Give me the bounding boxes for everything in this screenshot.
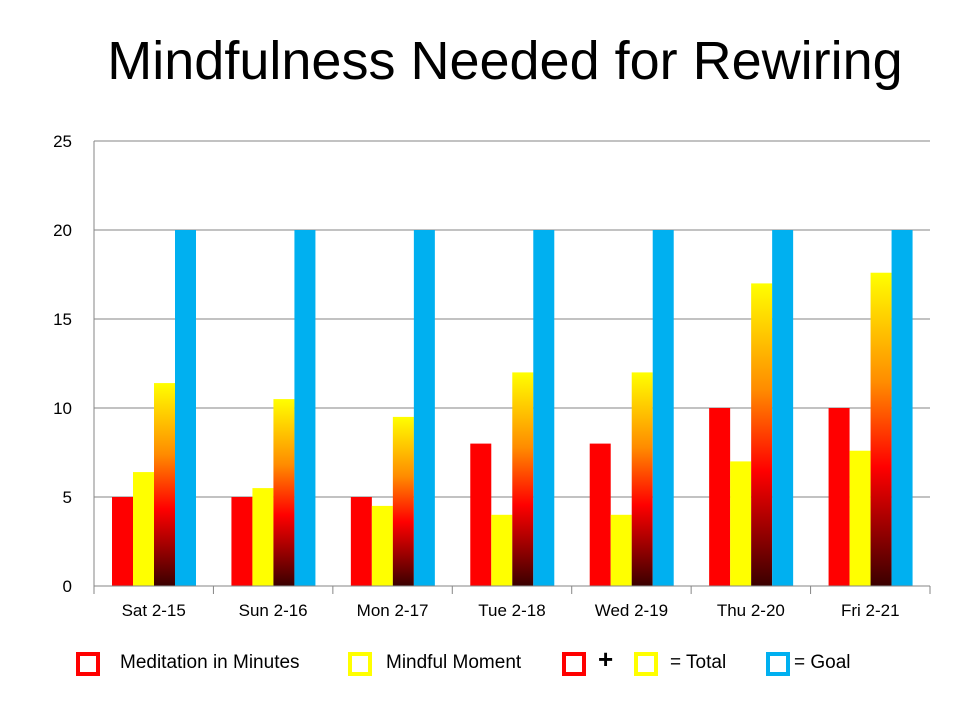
bar-mindful-moment [491,514,513,586]
y-tick-label: 25 [53,132,72,151]
bar-goal [652,230,674,586]
bar-mindful-moment [610,514,632,586]
bar-total [512,372,534,586]
x-tick-label: Wed 2-19 [595,601,668,620]
bar-goal [533,230,555,586]
bar-goal [891,230,913,586]
bar-meditation [112,497,133,586]
bar-meditation [828,408,850,586]
legend-label-mindful: Mindful Moment [386,652,522,673]
x-tick-label: Tue 2-18 [478,601,545,620]
x-tick-label: Sun 2-16 [239,601,308,620]
bar-meditation [589,443,611,586]
chart-title: Mindfulness Needed for Rewiring [107,31,903,91]
bar-meditation [709,408,731,586]
bar-goal [294,230,316,586]
x-tick-label: Fri 2-21 [841,601,900,620]
bar-mindful-moment [371,505,393,586]
legend-label-goal: = Goal [794,652,851,673]
bar-total [751,283,773,586]
legend: Meditation in Minutes Mindful Moment + =… [72,644,952,684]
legend-swatch-yellow [348,652,372,676]
legend-swatch-red-total [562,652,586,676]
bar-meditation [231,497,253,586]
y-tick-label: 20 [53,221,72,240]
bar-total [392,416,414,586]
legend-swatch-red [76,652,100,676]
legend-plus-sign: + [598,644,614,674]
y-tick-label: 10 [53,399,72,418]
bar-goal [175,230,196,586]
legend-swatch-blue [766,652,790,676]
x-tick-label: Thu 2-20 [717,601,785,620]
bar-total [273,399,295,586]
bar-goal [772,230,794,586]
legend-label-total: = Total [670,652,727,673]
bar-chart: 0 5 10 15 20 25 Sat 2-15 Sun 2-16 Mon 2-17 Tue 2-… [53,132,931,620]
x-tick-label: Mon 2-17 [357,601,429,620]
legend-label-meditation: Meditation in Minutes [120,652,300,673]
bar-mindful-moment [730,461,752,586]
bar-meditation [470,443,492,586]
bar-meditation [350,497,372,586]
bar-mindful-moment [133,472,154,586]
bar-total [154,383,175,586]
x-tick-label: Sat 2-15 [122,601,186,620]
y-tick-label: 0 [63,577,72,596]
bar-total [631,372,653,586]
bar-mindful-moment [849,450,871,586]
legend-swatch-yellow-total [634,652,658,676]
y-tick-label: 5 [63,488,72,507]
bar-mindful-moment [252,488,274,586]
bar-goal [413,230,435,586]
y-tick-label: 15 [53,310,72,329]
bar-total [870,272,892,586]
